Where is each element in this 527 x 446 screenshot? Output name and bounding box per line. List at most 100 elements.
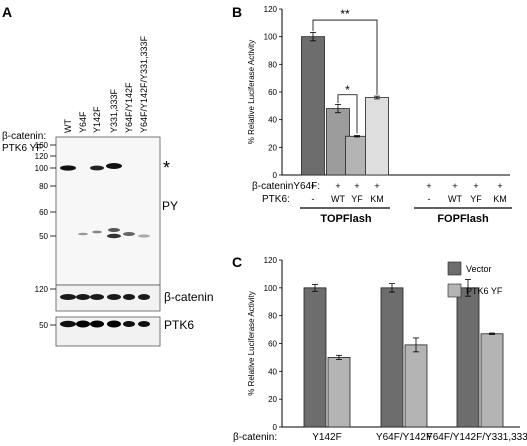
row2-value: WT (448, 194, 462, 204)
y-axis-label: % Relative Luciferase Activity (247, 291, 256, 396)
mw-tick-label: 60 (39, 208, 48, 217)
row1-value: + (354, 181, 359, 191)
lane-label: Y331,333F (109, 88, 119, 133)
band (138, 294, 150, 300)
bar (303, 287, 327, 428)
beta-catenin-row-label: β-catenin: (2, 131, 46, 142)
row1-label: β-cateninY64F: (252, 181, 320, 192)
band (106, 163, 122, 169)
y-tick-label: 40 (268, 367, 277, 376)
y-axis-label: % Relative Luciferase Activity (247, 40, 256, 145)
y-tick-label: 120 (264, 256, 278, 265)
mw-tick-label: 100 (35, 164, 49, 173)
band (90, 320, 104, 328)
band (60, 165, 76, 171)
panel-c: C 0 20 40 60 80 100 120 % Relative Luciferase A… (232, 254, 527, 443)
band (108, 228, 120, 232)
row1-value: + (473, 181, 478, 191)
row1-value: + (310, 181, 315, 191)
y-tick-label: 100 (264, 33, 278, 42)
category-label: Y64F/Y142F (376, 432, 432, 443)
legend-swatch (447, 261, 462, 276)
bar (327, 357, 351, 428)
beta-catenin-bands (60, 294, 150, 300)
panel-b-label: B (232, 4, 242, 20)
mw-tick-label: 120 (35, 152, 49, 161)
y-tick-label: 0 (273, 423, 278, 432)
row1-value: + (426, 181, 431, 191)
row2-value: - (428, 194, 431, 204)
py-bands (60, 163, 150, 239)
mw-tick-label: 120 (35, 285, 49, 294)
lane-label: Y142F (92, 106, 102, 133)
ptk6-blot-label: PTK6 (164, 318, 194, 332)
beta-catenin-blot: β-catenin 120 (35, 284, 214, 312)
bar (480, 333, 504, 428)
py-mw-ticks: 160 120 100 80 60 50 (35, 141, 56, 241)
y-tick-label: 60 (268, 340, 277, 349)
row2-label: PTK6: (262, 194, 290, 205)
band (90, 165, 104, 171)
mw-tick-label: 80 (39, 182, 48, 191)
mw-tick-label: 50 (39, 321, 48, 330)
group-label: FOPFlash (437, 213, 489, 225)
bar (456, 287, 480, 428)
row1-value: + (374, 181, 379, 191)
lane-label: Y64F/Y142F/Y331,333F (139, 35, 149, 133)
y-tick-label: 80 (268, 312, 277, 321)
legend-swatch (447, 283, 462, 298)
band (138, 234, 150, 238)
band (107, 320, 121, 328)
row1-value: + (497, 181, 502, 191)
bar (365, 97, 389, 176)
bar (345, 135, 369, 176)
y-tick-label: 60 (268, 88, 277, 97)
bar (301, 36, 325, 176)
ptk6-bands (60, 320, 150, 328)
y-tick-label: 20 (268, 395, 277, 404)
y-tick-label: 120 (264, 5, 278, 14)
category-label: Y142F (312, 432, 341, 443)
row2-value: YF (470, 194, 482, 204)
row2-value: YF (351, 194, 363, 204)
chart-b: 0 20 40 60 80 100 120 % Relative Luciferase Act… (247, 5, 512, 225)
band (90, 294, 104, 300)
category-label: Y64F/Y142F/Y331,333F (426, 432, 527, 443)
asterisk-marker: * (163, 158, 170, 178)
lane-label: Y64F (78, 111, 88, 133)
py-blot: PY * 160 120 100 80 60 50 (35, 136, 178, 286)
significance-bracket (337, 94, 358, 134)
lane-label: WT (63, 119, 73, 133)
band (123, 294, 135, 300)
mw-tick-label: 160 (35, 141, 49, 150)
band (60, 320, 76, 328)
row2-value: WT (331, 194, 345, 204)
y-tick-label: 100 (264, 284, 278, 293)
row2-value: KM (370, 194, 384, 204)
band (76, 294, 90, 300)
bar (404, 344, 428, 428)
band (123, 321, 135, 327)
band (78, 232, 88, 236)
y-tick-label: 0 (273, 171, 278, 180)
significance-marker: * (345, 83, 350, 97)
band (60, 294, 76, 300)
row2-value: - (312, 194, 315, 204)
lane-labels: WT Y64F Y142F Y331,333F Y64F/Y142F Y64F/Y142F… (63, 35, 149, 133)
band (138, 321, 150, 327)
band (107, 233, 121, 239)
py-blot-label: PY (162, 199, 178, 213)
y-tick-label: 40 (268, 116, 277, 125)
beta-catenin-blot-label: β-catenin (164, 290, 214, 304)
bar (380, 287, 404, 428)
lane-label: Y64F/Y142F (124, 82, 134, 133)
mw-tick-label: 50 (39, 232, 48, 241)
y-tick-label: 80 (268, 60, 277, 69)
band (92, 230, 102, 234)
band (107, 294, 121, 300)
row2-value: KM (493, 194, 507, 204)
legend-label: Vector (466, 264, 492, 274)
ptk6-yf-row-label: PTK6 YF: (2, 143, 45, 154)
panel-a-label: A (2, 4, 12, 20)
